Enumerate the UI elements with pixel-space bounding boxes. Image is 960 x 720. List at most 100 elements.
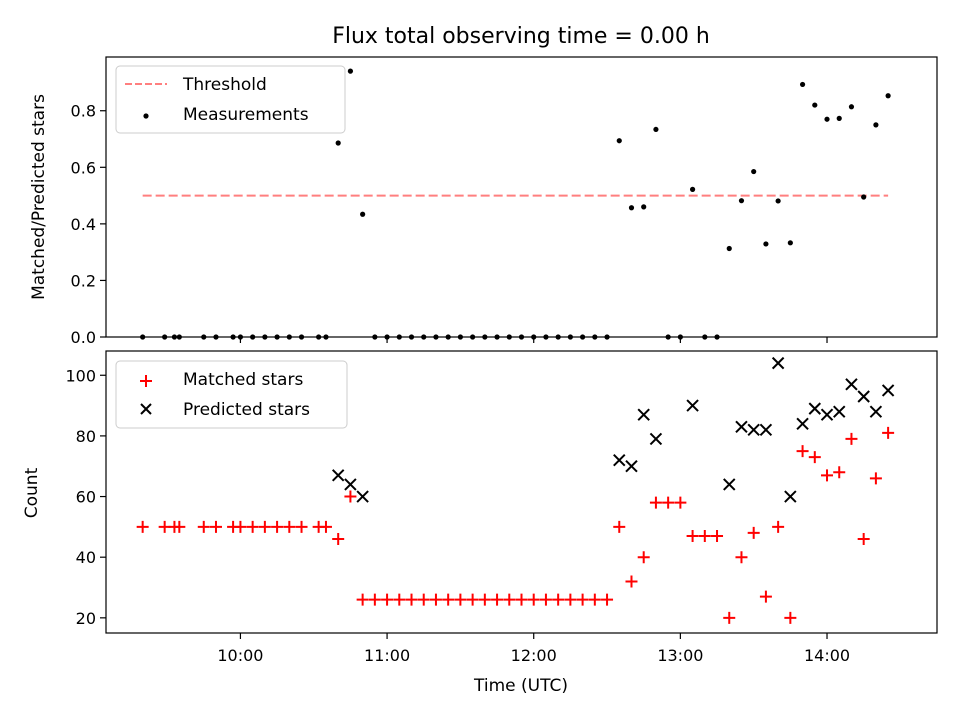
matched-stars-point (234, 520, 247, 533)
measurement-point (653, 126, 659, 133)
matched-stars-point (381, 593, 394, 606)
measurement-point (836, 115, 842, 121)
matched-stars-point (283, 520, 296, 533)
bottom-y-tick-label: 80 (76, 427, 96, 446)
matched-stars-point (405, 593, 418, 606)
matched-stars-point (515, 593, 528, 606)
measurement-point (628, 205, 635, 211)
measurement-point (787, 240, 793, 246)
matched-stars-point (271, 520, 284, 533)
matched-stars-point (735, 551, 748, 564)
top-legend-box (115, 65, 346, 134)
predicted-stars-point (759, 423, 773, 437)
top-legend: Threshold Measurements (115, 65, 346, 134)
matched-stars-point (417, 593, 430, 606)
top-y-tick-label: 0.4 (71, 215, 96, 234)
bottom-x-tick-label: 12:00 (511, 646, 557, 665)
predicted-stars-point (356, 490, 369, 503)
matched-stars-point (613, 520, 626, 533)
measurement-point (738, 198, 745, 204)
top-y-tick-label: 0.2 (71, 271, 96, 290)
matched-stars-point (649, 496, 662, 509)
measurement-point (751, 168, 757, 175)
predicted-stars-point (796, 417, 809, 430)
predicted-stars-point (637, 408, 650, 421)
measurement-point (861, 194, 867, 200)
matched-stars-point (429, 593, 442, 606)
matched-stars-point (466, 593, 479, 606)
bottom-y-tick-label: 60 (76, 488, 96, 507)
bottom-x-axis-label: Time (UTC) (473, 676, 568, 696)
matched-stars-point (442, 593, 455, 606)
matched-stars-point (491, 593, 504, 606)
matched-stars-point (197, 520, 210, 533)
predicted-stars-point (869, 405, 883, 418)
matched-stars-point (845, 432, 858, 445)
bottom-y-tick-label: 20 (76, 609, 96, 628)
bottom-y-axis-label: Count (22, 467, 42, 518)
measurement-point (873, 122, 879, 128)
predicted-stars-point (686, 399, 699, 412)
predicted-stars-point (723, 478, 736, 491)
measurement-point (360, 211, 366, 217)
matched-stars-point (796, 445, 809, 458)
matched-stars-point (478, 593, 491, 606)
measurement-point (689, 186, 696, 192)
top-y-tick-label: 0.6 (71, 158, 96, 177)
top-chart-title: Flux total observing time = 0.00 h (332, 24, 710, 49)
matched-stars-point (833, 466, 846, 479)
measurement-point (812, 102, 818, 108)
matched-stars-point (711, 529, 724, 542)
matched-stars-point (173, 520, 186, 533)
predicted-stars-point (784, 490, 797, 503)
bottom-y-tick-label: 100 (65, 366, 96, 385)
bottom-x-tick-label: 10:00 (217, 646, 263, 665)
measurement-point (616, 138, 622, 144)
measurement-point (347, 68, 354, 74)
matched-stars-point (295, 520, 308, 533)
measurement-point (726, 245, 732, 252)
measurement-point (763, 241, 769, 247)
matched-stars-point (258, 520, 271, 533)
matched-stars-point (674, 496, 687, 509)
top-y-tick-label: 0.8 (71, 102, 96, 121)
predicted-stars-point (344, 478, 357, 491)
measurement-point (335, 140, 341, 146)
measurement-point (775, 198, 781, 204)
matched-stars-point (393, 593, 406, 606)
measurement-point (799, 81, 806, 88)
bottom-legend: Matched stars Predicted stars (115, 360, 348, 429)
top-y-axis-label: Matched/Predicted stars (29, 94, 49, 300)
predicted-stars-point (881, 384, 895, 397)
matched-stars-point (759, 590, 772, 603)
bottom-x-tick-label: 11:00 (364, 646, 410, 665)
predicted-stars-point (845, 378, 858, 391)
matched-stars-point (723, 611, 736, 624)
matched-stars-point (539, 593, 552, 606)
predicted-stars-point (331, 469, 345, 482)
predicted-stars-point (735, 420, 748, 434)
top-y-tick-label: 0.0 (71, 328, 96, 347)
matched-stars-point (576, 593, 589, 606)
matched-stars-point (552, 593, 565, 606)
legend-matched-swatch (140, 375, 152, 387)
predicted-stars-point (833, 405, 846, 418)
matched-stars-point (698, 529, 711, 542)
predicted-stars-point (747, 423, 760, 437)
predicted-stars-point (625, 460, 638, 473)
matched-stars-point (601, 593, 614, 606)
matched-stars-point (808, 451, 821, 464)
legend-threshold-label: Threshold (182, 75, 267, 95)
bottom-axes-frame (105, 350, 938, 634)
legend-measurements-swatch (143, 113, 149, 119)
measurement-point (641, 204, 647, 210)
matched-stars-point (332, 533, 345, 545)
matched-stars-point (821, 469, 834, 482)
matched-stars-point (882, 426, 895, 439)
bottom-legend-box (115, 360, 348, 429)
predicted-stars-point (857, 390, 870, 403)
matched-stars-point (747, 526, 760, 539)
matched-stars-point (368, 593, 381, 606)
predicted-stars-point (808, 402, 822, 415)
